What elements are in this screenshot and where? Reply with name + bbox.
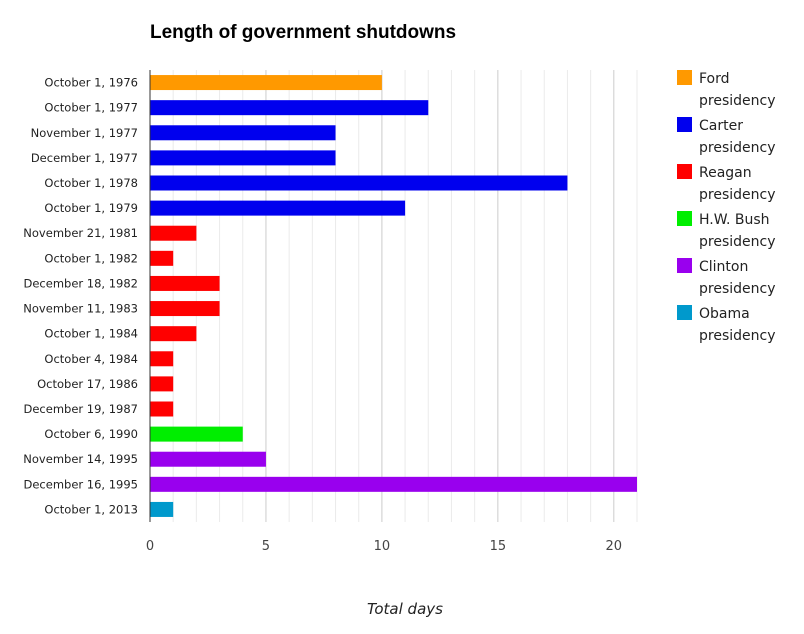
category-label: December 18, 1982 xyxy=(23,276,138,290)
bar xyxy=(150,476,637,492)
bar xyxy=(150,250,174,266)
category-label: November 11, 1983 xyxy=(23,302,138,316)
legend-swatch xyxy=(677,305,692,320)
bar xyxy=(150,401,174,417)
category-label: October 4, 1984 xyxy=(44,352,138,366)
legend-label-line2: presidency xyxy=(699,187,776,203)
category-label: October 1, 1982 xyxy=(44,251,138,265)
bar xyxy=(150,100,429,116)
bar xyxy=(150,75,382,91)
x-tick-label: 15 xyxy=(490,539,507,554)
bar xyxy=(150,225,197,241)
legend-label-line1: Reagan xyxy=(699,165,752,181)
legend-label-line2: presidency xyxy=(699,281,776,297)
legend-label-line1: Ford xyxy=(699,71,730,87)
bar xyxy=(150,301,220,317)
category-label: December 1, 1977 xyxy=(31,151,138,165)
bar xyxy=(150,351,174,367)
chart-title: Length of government shutdowns xyxy=(150,22,456,43)
legend-label-line1: Carter xyxy=(699,118,743,134)
category-label: October 1, 2013 xyxy=(44,502,138,516)
bar xyxy=(150,451,266,467)
category-label: October 1, 1979 xyxy=(44,201,138,215)
legend-label-line1: Clinton xyxy=(699,259,748,275)
bars xyxy=(150,75,637,517)
legend-label-line2: presidency xyxy=(699,328,776,344)
bar xyxy=(150,125,336,141)
legend-swatch xyxy=(677,117,692,132)
bar xyxy=(150,426,243,442)
category-label: October 1, 1978 xyxy=(44,176,138,190)
x-axis-label: Total days xyxy=(367,600,443,618)
category-label: November 14, 1995 xyxy=(23,452,138,466)
legend-swatch xyxy=(677,211,692,226)
legend-label-line2: presidency xyxy=(699,234,776,250)
x-tick-label: 5 xyxy=(262,539,270,554)
bar xyxy=(150,175,568,191)
category-labels: October 1, 1976 October 1, 1977 November 1… xyxy=(23,76,138,517)
bar xyxy=(150,150,336,166)
legend-label-line2: presidency xyxy=(699,140,776,156)
bar xyxy=(150,326,197,342)
legend-label-line1: Obama xyxy=(699,306,750,322)
category-label: December 19, 1987 xyxy=(23,402,138,416)
bar xyxy=(150,200,406,216)
x-tick-label: 20 xyxy=(606,539,623,554)
legend-swatch xyxy=(677,70,692,85)
bar xyxy=(150,275,220,291)
gridlines xyxy=(172,70,638,522)
x-tick-label: 0 xyxy=(146,539,154,554)
category-label: November 21, 1981 xyxy=(23,226,138,240)
category-label: October 1, 1976 xyxy=(44,76,138,90)
legend-swatch xyxy=(677,258,692,273)
category-label: October 17, 1986 xyxy=(37,377,138,391)
legend: Ford presidency Carter presidency Reagan pres… xyxy=(677,70,776,344)
category-label: December 16, 1995 xyxy=(23,477,138,491)
legend-label-line1: H.W. Bush xyxy=(699,212,770,228)
legend-label-line2: presidency xyxy=(699,93,776,109)
category-label: October 1, 1977 xyxy=(44,101,138,115)
x-axis-ticks: 0 5 10 15 20 xyxy=(146,539,622,554)
x-tick-label: 10 xyxy=(374,539,391,554)
legend-swatch xyxy=(677,164,692,179)
category-label: October 6, 1990 xyxy=(44,427,138,441)
bar xyxy=(150,376,174,392)
bar xyxy=(150,501,174,517)
category-label: October 1, 1984 xyxy=(44,327,138,341)
category-label: November 1, 1977 xyxy=(31,126,138,140)
